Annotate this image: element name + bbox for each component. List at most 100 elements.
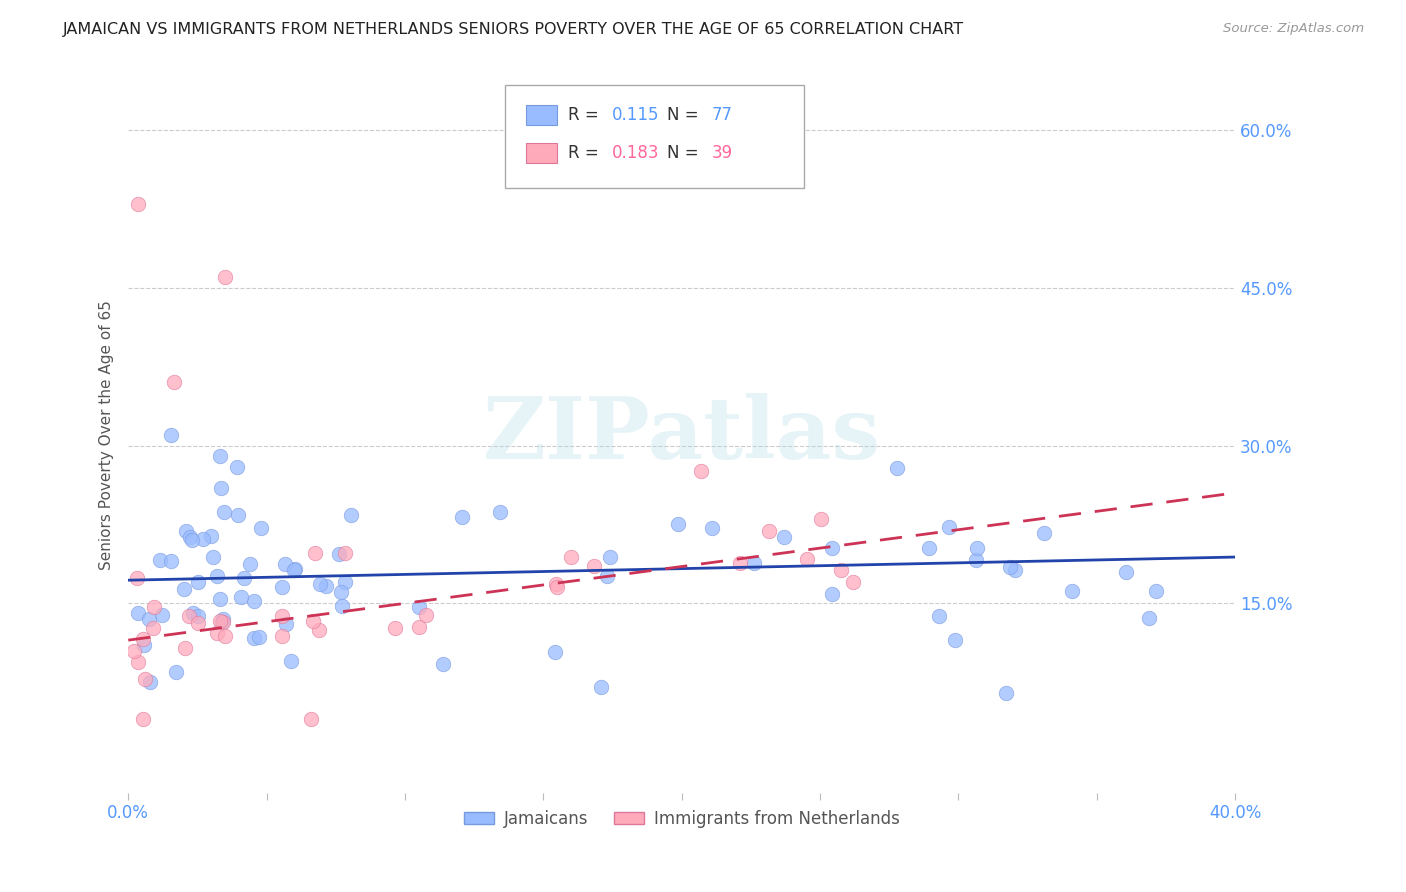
Point bbox=[211, 615, 233, 629]
Point bbox=[179, 608, 201, 623]
Point bbox=[330, 599, 353, 614]
Point bbox=[205, 626, 228, 640]
Point bbox=[131, 632, 153, 647]
Point bbox=[212, 505, 235, 519]
Point bbox=[299, 712, 322, 726]
Text: N =: N = bbox=[668, 144, 699, 161]
Point bbox=[408, 600, 430, 615]
Point bbox=[995, 686, 1018, 700]
Point bbox=[233, 570, 256, 584]
Text: 0.183: 0.183 bbox=[612, 144, 659, 161]
Point bbox=[821, 587, 844, 601]
Point bbox=[209, 481, 232, 495]
Point bbox=[582, 559, 605, 574]
Point bbox=[122, 644, 145, 658]
Point bbox=[432, 657, 454, 671]
Point bbox=[689, 464, 711, 478]
Point bbox=[489, 505, 512, 519]
Point bbox=[173, 582, 195, 596]
Point bbox=[134, 672, 156, 686]
Text: ZIPatlas: ZIPatlas bbox=[482, 393, 880, 477]
Point bbox=[415, 607, 437, 622]
Point bbox=[187, 615, 209, 630]
Point bbox=[742, 556, 765, 570]
Point bbox=[309, 577, 332, 591]
Point bbox=[127, 196, 149, 211]
Point bbox=[304, 546, 326, 560]
Point bbox=[1004, 563, 1026, 577]
Text: JAMAICAN VS IMMIGRANTS FROM NETHERLANDS SENIORS POVERTY OVER THE AGE OF 65 CORRE: JAMAICAN VS IMMIGRANTS FROM NETHERLANDS … bbox=[63, 22, 965, 37]
Point bbox=[274, 617, 297, 632]
Point bbox=[917, 541, 939, 555]
Point bbox=[333, 575, 356, 590]
Point bbox=[163, 376, 186, 390]
Point bbox=[560, 549, 582, 564]
Point bbox=[214, 630, 236, 644]
Text: N =: N = bbox=[668, 106, 699, 124]
Point bbox=[451, 510, 474, 524]
Text: R =: R = bbox=[568, 144, 599, 161]
Point bbox=[132, 712, 155, 726]
Point bbox=[142, 622, 165, 636]
Point bbox=[339, 508, 361, 522]
Point bbox=[886, 460, 908, 475]
Point bbox=[830, 564, 852, 578]
Point bbox=[211, 615, 233, 630]
Point bbox=[134, 638, 156, 652]
Point bbox=[181, 606, 204, 620]
Point bbox=[231, 591, 253, 605]
Point bbox=[226, 508, 249, 522]
Point bbox=[138, 675, 160, 690]
FancyBboxPatch shape bbox=[526, 143, 557, 162]
Point bbox=[589, 681, 612, 695]
Point bbox=[173, 640, 195, 655]
Point bbox=[127, 655, 149, 669]
Point bbox=[335, 545, 357, 559]
Point bbox=[243, 631, 266, 645]
FancyBboxPatch shape bbox=[526, 105, 557, 126]
Point bbox=[247, 630, 270, 644]
Point bbox=[773, 530, 796, 544]
Point bbox=[841, 575, 863, 590]
Point bbox=[1060, 583, 1083, 598]
Point bbox=[384, 621, 406, 635]
Point bbox=[149, 553, 172, 567]
Point bbox=[179, 530, 201, 544]
Point bbox=[928, 608, 950, 623]
Point bbox=[821, 541, 844, 555]
Point bbox=[965, 553, 987, 567]
Point bbox=[308, 623, 330, 637]
Point bbox=[208, 614, 231, 628]
Point bbox=[127, 570, 149, 584]
Text: 77: 77 bbox=[711, 106, 733, 124]
Point bbox=[211, 612, 233, 626]
Point bbox=[138, 612, 160, 626]
Point bbox=[250, 521, 273, 535]
Point bbox=[174, 524, 197, 538]
Point bbox=[127, 606, 149, 620]
Y-axis label: Seniors Poverty Over the Age of 65: Seniors Poverty Over the Age of 65 bbox=[100, 300, 114, 570]
Point bbox=[208, 449, 231, 463]
Point bbox=[205, 569, 228, 583]
Point bbox=[271, 629, 294, 643]
Point bbox=[543, 645, 565, 659]
Point bbox=[328, 547, 350, 561]
Point bbox=[180, 533, 202, 547]
Point bbox=[150, 607, 173, 622]
Text: R =: R = bbox=[568, 106, 599, 124]
Point bbox=[187, 574, 209, 589]
Point bbox=[315, 579, 337, 593]
Point bbox=[165, 665, 187, 679]
Point bbox=[200, 529, 222, 543]
Point bbox=[943, 633, 966, 648]
Point bbox=[810, 512, 832, 526]
Point bbox=[243, 594, 266, 608]
Point bbox=[599, 549, 621, 564]
Point bbox=[209, 591, 232, 606]
Point bbox=[938, 520, 960, 534]
Point bbox=[666, 516, 689, 531]
FancyBboxPatch shape bbox=[505, 85, 803, 188]
Point bbox=[1144, 583, 1167, 598]
Point bbox=[330, 585, 353, 599]
Text: 39: 39 bbox=[711, 144, 733, 161]
